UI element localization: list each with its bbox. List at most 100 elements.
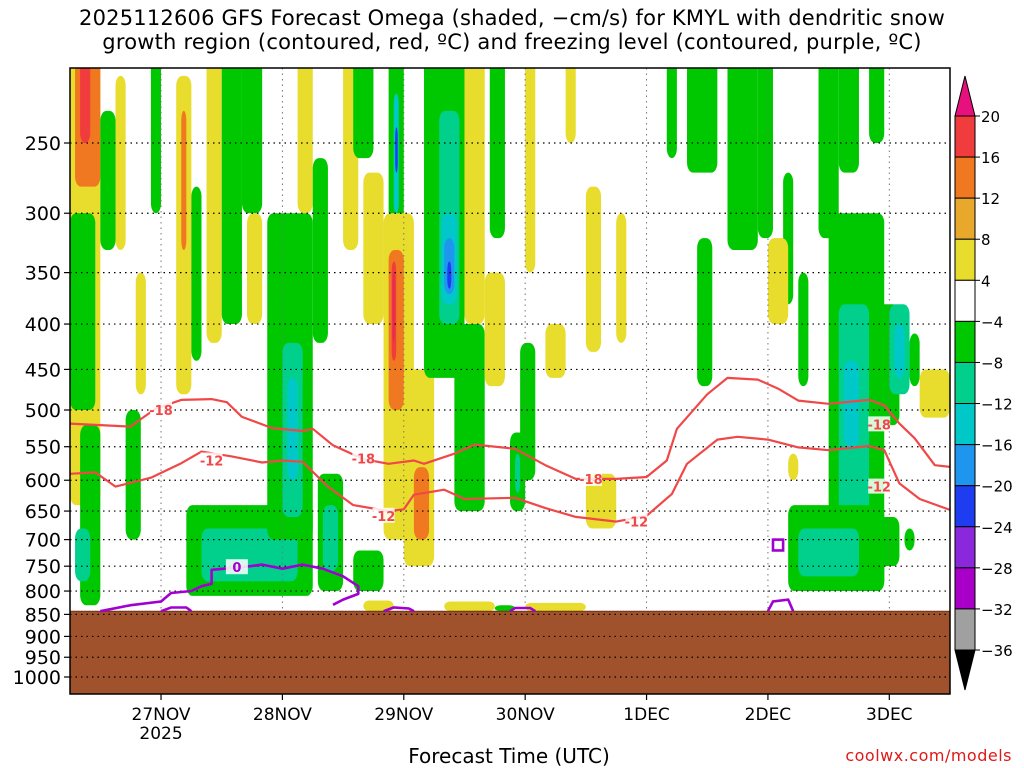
y-tick-label: 700 (25, 530, 61, 552)
omega-shade-blob (565, 68, 576, 143)
colorbar-label: −8 (981, 354, 1003, 372)
omega-shade-blob (515, 453, 521, 493)
contour-label: -12 (200, 454, 224, 469)
x-tick-label: 28NOV (253, 705, 312, 725)
x-tick-label: 29NOV (374, 705, 433, 725)
omega-shade-blob (206, 68, 222, 343)
omega-shade-blob (838, 68, 859, 173)
omega-shade-blob (150, 68, 162, 214)
site-credit: coolwx.com/models (845, 746, 1012, 765)
omega-shade-blob (469, 360, 480, 410)
y-tick-label: 800 (25, 581, 61, 603)
contour-label-bg (352, 450, 375, 466)
y-tick-label: 350 (25, 263, 61, 285)
y-tick-label: 900 (25, 626, 61, 648)
omega-shade-blob (80, 68, 91, 143)
omega-shade-blob (798, 272, 809, 387)
freezing-level-box (771, 538, 785, 552)
omega-shade-blob (447, 261, 452, 289)
y-tick-label: 950 (25, 647, 61, 669)
omega-shade-blob (525, 602, 586, 612)
contour-label: -18 (149, 404, 173, 419)
colorbar-swatch (954, 156, 976, 199)
omega-shade-blob (241, 68, 263, 214)
contour-label: -18 (352, 452, 376, 467)
colorbar-label: 16 (981, 149, 1000, 167)
x-tick-sublabel: 2025 (139, 724, 182, 744)
omega-shade-blob (312, 158, 328, 343)
omega-shade-blob (585, 473, 617, 529)
omega-shade-blob (444, 601, 495, 612)
omega-shade-blob (392, 272, 395, 343)
omega-shade-blob (697, 238, 713, 387)
colorbar: 20 16 12 8 4 −4 −8 −12 −16 −20 −24 −28 −32 −36 (954, 75, 1013, 691)
omega-shade-blob (489, 68, 505, 239)
dgz-contour (70, 435, 950, 523)
omega-shade-blob (788, 453, 799, 481)
y-tick-label: 850 (25, 604, 61, 626)
omega-shade-blob (353, 550, 384, 592)
colorbar-label: −36 (981, 642, 1013, 660)
omega-shade-blob (904, 528, 915, 551)
omega-shade-blob (767, 238, 789, 325)
omega-shade-blob (687, 68, 718, 173)
colorbar-label: 4 (981, 272, 991, 290)
omega-shade-blob (125, 410, 141, 540)
colorbar-label: −28 (981, 560, 1013, 578)
freezing-level-segment (509, 606, 536, 613)
contour-label: -12 (625, 516, 649, 531)
dgz-contour (70, 376, 950, 480)
y-tick-label: 1000 (13, 667, 61, 689)
colorbar-swatch (954, 115, 976, 158)
contour-label-bg (200, 452, 223, 468)
contour-label-bg (150, 402, 173, 417)
colorbar-label: −20 (981, 478, 1013, 496)
colorbar-swatch (954, 444, 976, 487)
omega-shade-blob (909, 333, 920, 387)
omega-shade-blob (616, 213, 627, 343)
contour-label: -18 (867, 418, 891, 433)
colorbar-swatch (954, 197, 976, 240)
terrain-fill (70, 610, 950, 694)
colorbar-swatch (954, 526, 976, 569)
omega-shading (70, 68, 950, 612)
colorbar-label: 20 (981, 108, 1000, 126)
y-tick-label: 750 (25, 556, 61, 578)
y-tick-label: 250 (25, 133, 61, 155)
plot-frame (69, 67, 951, 695)
omega-shade-blob (115, 75, 126, 250)
omega-shade-blob (727, 68, 758, 250)
colorbar-label: −12 (981, 396, 1013, 414)
x-tick-label: 3DEC (866, 705, 913, 725)
colorbar-swatch (954, 567, 976, 610)
contour-label-bg (579, 470, 602, 486)
y-tick-label: 300 (25, 203, 61, 225)
contour-label: 0 (232, 561, 241, 576)
omega-shade-blob (585, 186, 602, 352)
plot-background (70, 68, 950, 694)
omega-shade-blob (322, 505, 339, 572)
y-tick-label: 500 (25, 400, 61, 422)
omega-shade-blob (70, 213, 96, 410)
colorbar-swatch (954, 608, 976, 651)
contour-label: -12 (372, 510, 396, 525)
x-tick-label: 2DEC (745, 705, 792, 725)
contour-label: -18 (579, 473, 603, 488)
omega-shade-blob (191, 186, 202, 361)
omega-shade-blob (353, 68, 374, 159)
x-axis-title: Forecast Time (UTC) (408, 744, 610, 768)
contour-label-bg (868, 416, 891, 432)
colorbar-label: 12 (981, 190, 1000, 208)
omega-shade-blob (843, 360, 859, 447)
colorbar-label: 8 (981, 231, 991, 249)
omega-shade-blob (363, 600, 394, 612)
colorbar-bottom-arrow (954, 649, 976, 691)
y-axis: 2503003504004505005506006507007508008509… (13, 133, 70, 689)
colorbar-top-arrow (954, 75, 976, 117)
contour-label-bg (372, 507, 395, 523)
omega-shade-blob (454, 324, 485, 512)
omega-shade-blob (100, 110, 116, 250)
omega-shade-blob (297, 68, 313, 214)
